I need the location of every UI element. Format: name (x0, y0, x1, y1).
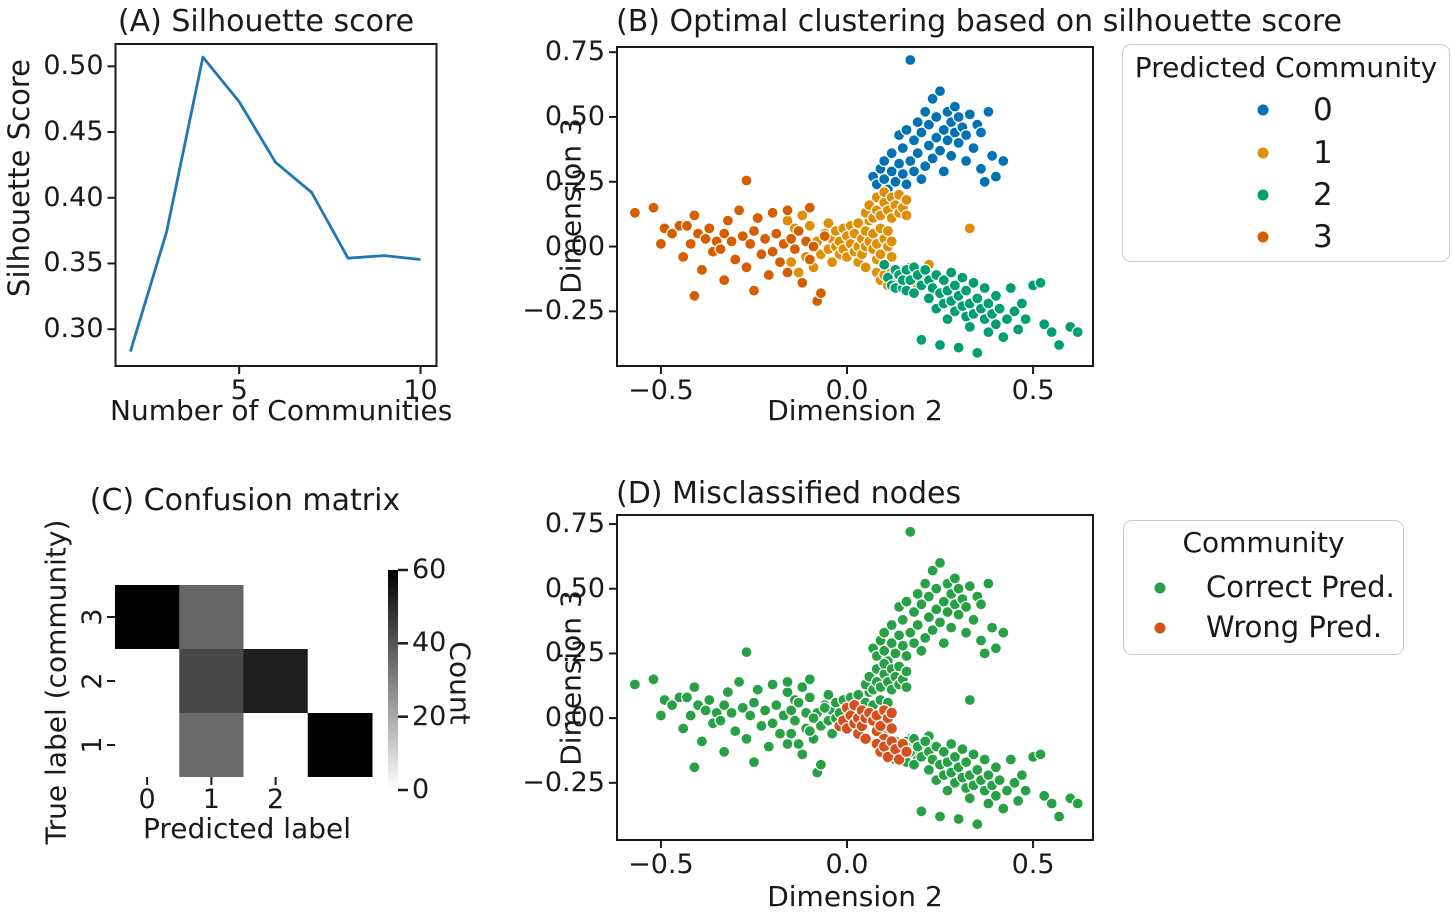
silhouette-line (129, 55, 421, 352)
panel-d-ytick: −0.25 (522, 766, 605, 798)
cluster-0-points (866, 53, 1010, 196)
legend-b-label-0: 0 (1313, 91, 1333, 128)
panel-a-ytick: 0.45 (43, 115, 104, 147)
panel-d-xtick: −0.5 (628, 849, 694, 880)
legend-b-marker-3 (1257, 231, 1269, 243)
clusters-scatter (628, 53, 1084, 359)
legend-b-label-2: 2 (1313, 176, 1333, 213)
colorbar (388, 568, 408, 792)
panel-b-xlabel: Dimension 2 (767, 394, 943, 427)
legend-b-marker-1 (1257, 147, 1269, 159)
colorbar-tick: 40 (412, 627, 447, 659)
legend-b-label-3: 3 (1313, 218, 1333, 255)
legend-d-label-wrong: Wrong Pred. (1206, 610, 1383, 645)
panel-c-title: (C) Confusion matrix (89, 483, 401, 518)
panel-d-ytick: 0.00 (544, 701, 605, 733)
panel-a-ytick: 0.40 (43, 181, 104, 213)
panel-d-axes (609, 514, 1094, 848)
legend-d-label-correct: Correct Pred. (1206, 570, 1395, 605)
panel-a-title: (A) Silhouette score (117, 4, 415, 39)
panel-c-xlabel: Predicted label (142, 812, 352, 845)
panel-b-ytick: 0.25 (544, 165, 605, 197)
panel-a-xtick: 10 (403, 375, 438, 406)
panel-b-ylabel: Dimension 3 (554, 118, 588, 294)
colorbar-tick: 20 (412, 700, 447, 732)
legend-b-marker-2 (1257, 189, 1269, 201)
panel-d-title: (D) Misclassified nodes (616, 476, 962, 511)
panel-b-ytick: 0.00 (544, 230, 605, 262)
panel-c-xtick: 2 (267, 784, 285, 815)
panel-d-ytick: 0.50 (544, 572, 605, 604)
panel-d-ytick: 0.25 (544, 637, 605, 669)
panel-c-ytick: 1 (76, 736, 108, 754)
colorbar-label: Count (443, 641, 477, 725)
legend-d-marker-wrong (1154, 622, 1166, 634)
panel-d-xlabel: Dimension 2 (767, 880, 943, 913)
panel-c-ylabel: True label (community) (39, 519, 73, 845)
cluster-2-points (878, 258, 1084, 359)
panel-d-xtick: 0.0 (825, 849, 869, 880)
legend-d-marker-correct (1154, 582, 1166, 594)
panel-a-ytick: 0.50 (43, 50, 104, 82)
panel-b-ytick: −0.25 (522, 295, 605, 327)
correct-pred-points (628, 525, 1084, 831)
legend-d-title: Community (1182, 526, 1345, 559)
legend-b-label-1: 1 (1313, 134, 1333, 171)
wrong-pred-points (833, 698, 913, 766)
legend-b-title: Predicted Community (1134, 51, 1438, 84)
panel-c-ytick: 3 (76, 608, 108, 626)
cluster-3-points (628, 174, 831, 308)
panel-a-ylabel: Silhouette Score (2, 59, 37, 297)
confusion-matrix-cells (107, 585, 373, 785)
panel-a-axes (107, 43, 438, 374)
panel-b-xtick: −0.5 (628, 375, 694, 406)
legend-predicted-community: Predicted Community 0 1 2 3 (1122, 44, 1450, 262)
panel-c-ytick: 2 (76, 672, 108, 690)
panel-a-xlabel: Number of Communities (110, 394, 453, 427)
colorbar-tick: 60 (412, 553, 447, 585)
panel-a-xtick: 5 (230, 375, 248, 406)
misclassified-scatter (628, 525, 1084, 831)
panel-d-ylabel: Dimension 3 (554, 590, 588, 766)
legend-community: Community Correct Pred. Wrong Pred. (1123, 520, 1404, 655)
panel-a-ytick: 0.35 (43, 247, 104, 279)
panel-b-ytick: 0.75 (544, 36, 605, 67)
panel-d-xtick: 0.5 (1011, 849, 1055, 880)
colorbar-tick: 0 (412, 773, 430, 805)
panel-b-xtick: 0.0 (825, 375, 869, 406)
legend-b-marker-0 (1257, 104, 1269, 116)
panel-c-xtick: 1 (202, 784, 220, 815)
panel-c-xtick: 0 (138, 784, 156, 815)
panel-b-axes (609, 46, 1094, 374)
panel-d-ytick: 0.75 (544, 507, 605, 539)
panel-b-xtick: 0.5 (1011, 375, 1055, 406)
panel-b-title: (B) Optimal clustering based on silhouet… (616, 4, 1342, 39)
panel-a-ytick: 0.30 (43, 313, 104, 345)
panel-b-ytick: 0.50 (544, 100, 605, 132)
